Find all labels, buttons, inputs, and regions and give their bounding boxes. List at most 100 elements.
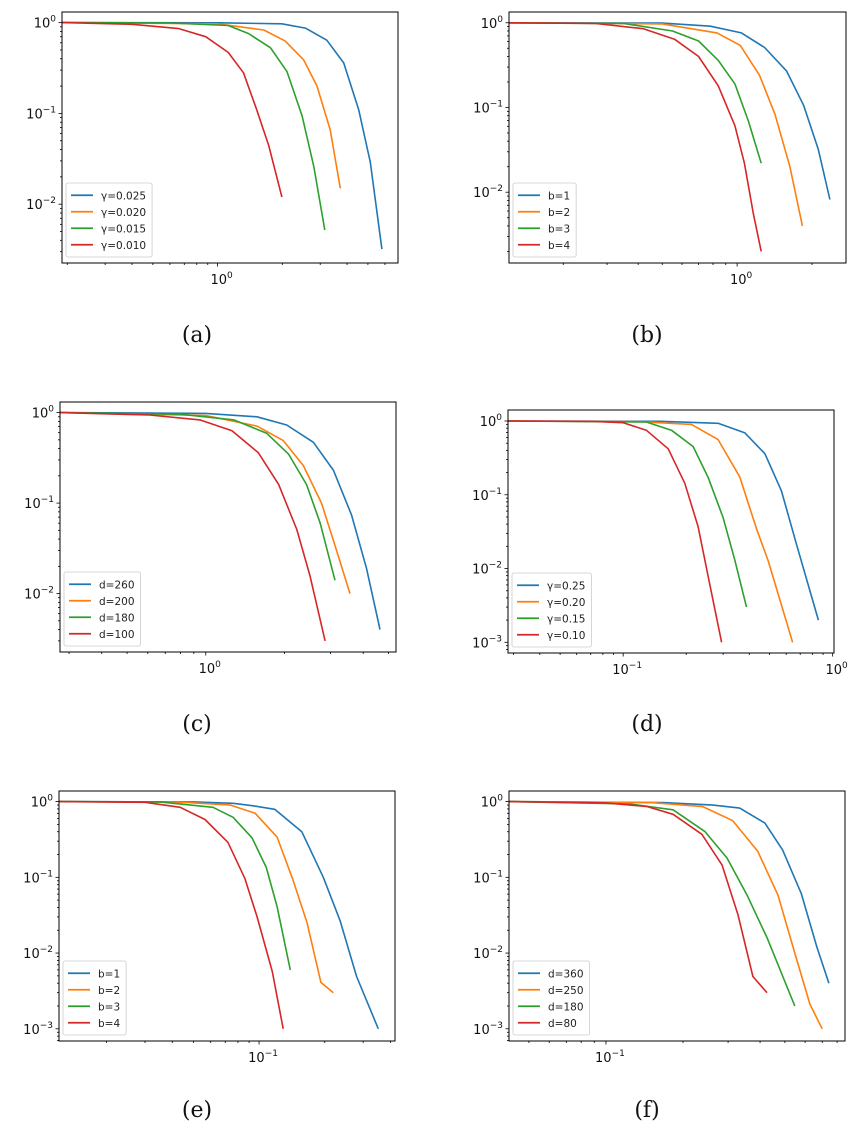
tick-label-exponent: −1 <box>41 495 54 505</box>
series-line-3 <box>59 800 292 971</box>
tick-label-exponent: 0 <box>215 660 221 670</box>
axes-frame <box>61 11 399 264</box>
subplot-caption: (f) <box>634 1098 660 1123</box>
series-line-3 <box>62 21 326 231</box>
tick-label-exponent: 0 <box>842 661 848 671</box>
legend-item: γ=0.010 <box>71 240 146 252</box>
series-line-2 <box>60 411 351 594</box>
x-tick-label: 10−1 <box>612 661 642 678</box>
axes-frame <box>59 401 397 653</box>
y-tick-label: 10−2 <box>23 945 53 962</box>
legend-item: d=180 <box>518 1001 584 1013</box>
legend-label: γ=0.20 <box>547 597 585 609</box>
legend-box <box>512 960 590 1036</box>
series-line-1 <box>59 800 380 1030</box>
legend-item: b=2 <box>518 207 570 219</box>
legend-box <box>512 182 577 258</box>
tick-label-base: 10 <box>472 489 489 504</box>
legend: γ=0.025 γ=0.020 γ=0.015 γ=0.010 <box>65 182 153 258</box>
legend-item: γ=0.025 <box>71 190 146 202</box>
tick-label-base: 10 <box>473 871 490 886</box>
y-tick-label: 100 <box>481 15 504 32</box>
tick-label-base: 10 <box>24 588 41 603</box>
tick-label-base: 10 <box>473 1023 490 1038</box>
legend-label: d=180 <box>99 612 135 624</box>
legend: d=360 d=250 d=180 d=80 <box>512 960 590 1036</box>
legend-item: γ=0.20 <box>517 597 585 609</box>
tick-label-base: 10 <box>472 636 489 651</box>
legend-label: b=1 <box>548 190 570 202</box>
x-tick-label: 100 <box>730 271 753 288</box>
legend-box <box>62 960 127 1036</box>
series-line-2 <box>509 22 804 227</box>
series-line-1 <box>62 21 383 250</box>
legend-box <box>511 572 592 648</box>
tick-label-exponent: −1 <box>490 99 503 109</box>
x-tick-label: 100 <box>826 661 849 678</box>
legend-item: γ=0.25 <box>517 580 585 592</box>
tick-label-base: 10 <box>481 796 498 811</box>
series-line-2 <box>509 800 823 1030</box>
series-line-2 <box>59 800 334 994</box>
series-line-4 <box>60 411 326 642</box>
legend-item: d=180 <box>69 612 135 624</box>
series-line-1 <box>60 411 381 630</box>
tick-label-exponent: −1 <box>612 1049 625 1059</box>
y-tick-label: 10−1 <box>26 105 56 122</box>
series-line-4 <box>509 22 762 252</box>
series-line-4 <box>508 420 723 643</box>
tick-label-base: 10 <box>26 107 43 122</box>
tick-label-base: 10 <box>472 563 489 578</box>
tick-label-base: 10 <box>23 947 40 962</box>
legend-label: γ=0.15 <box>547 613 585 625</box>
tick-label-exponent: −1 <box>265 1049 278 1059</box>
legend-box <box>63 571 141 647</box>
tick-label-base: 10 <box>612 663 629 678</box>
tick-label-exponent: 0 <box>48 405 54 415</box>
subplot-caption: (e) <box>181 1098 213 1123</box>
tick-label-exponent: −2 <box>490 184 503 194</box>
axes-frame <box>507 409 835 654</box>
legend-label: d=100 <box>99 629 135 641</box>
series-line-4 <box>509 800 768 994</box>
legend-box <box>65 182 153 258</box>
legend: d=260 d=200 d=180 d=100 <box>63 571 141 647</box>
series-line-3 <box>508 420 748 608</box>
legend-item: γ=0.10 <box>517 630 585 642</box>
x-tick-label: 10−1 <box>595 1049 625 1066</box>
y-tick-label: 100 <box>31 794 54 811</box>
tick-label-base: 10 <box>199 662 216 677</box>
axes-frame <box>508 11 847 264</box>
legend: b=1 b=2 b=3 b=4 <box>512 182 577 258</box>
legend-label: γ=0.020 <box>101 207 146 219</box>
legend: b=1 b=2 b=3 b=4 <box>62 960 127 1036</box>
tick-label-base: 10 <box>480 415 497 430</box>
legend: γ=0.25 γ=0.20 γ=0.15 γ=0.10 <box>511 572 592 648</box>
tick-label-exponent: 0 <box>496 413 502 423</box>
legend-label: b=2 <box>98 985 120 997</box>
tick-label-exponent: 0 <box>50 15 56 25</box>
y-tick-label: 10−2 <box>24 586 54 603</box>
tick-label-base: 10 <box>730 273 747 288</box>
legend-label: b=3 <box>548 223 570 235</box>
y-tick-label: 10−2 <box>473 184 503 201</box>
tick-label-base: 10 <box>31 796 48 811</box>
tick-label-base: 10 <box>248 1051 265 1066</box>
tick-label-exponent: −1 <box>490 869 503 879</box>
tick-label-base: 10 <box>26 198 43 213</box>
tick-label-base: 10 <box>826 663 843 678</box>
legend-label: b=4 <box>98 1018 120 1030</box>
y-tick-label: 10−3 <box>23 1021 53 1038</box>
tick-label-base: 10 <box>473 947 490 962</box>
legend-item: d=200 <box>69 596 135 608</box>
y-tick-label: 100 <box>480 413 503 430</box>
y-tick-label: 100 <box>32 405 55 422</box>
series-line-4 <box>62 21 283 198</box>
tick-label-base: 10 <box>34 17 51 32</box>
tick-label-exponent: 0 <box>227 271 233 281</box>
